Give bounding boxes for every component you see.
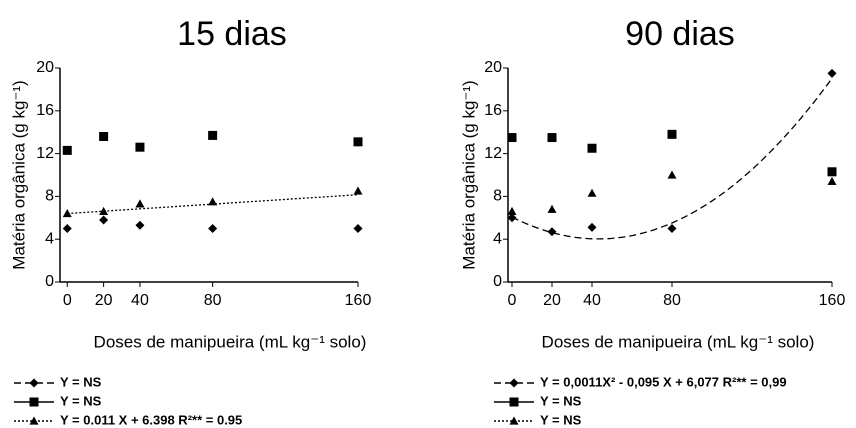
y-tick-label: 12 <box>36 145 54 162</box>
legend-label: Y = NS <box>60 393 102 408</box>
marker-triangle <box>135 199 145 208</box>
marker-square <box>62 145 72 155</box>
marker-square <box>827 167 837 177</box>
marker-triangle <box>827 176 837 186</box>
trend-line <box>511 77 833 240</box>
y-tick-label: 0 <box>45 273 54 290</box>
legend-label: Y = NS <box>60 374 102 389</box>
marker-square <box>208 130 218 140</box>
x-tick-label: 80 <box>204 292 222 309</box>
marker-triangle <box>667 170 677 179</box>
marker-triangle <box>587 188 597 197</box>
marker-diamond <box>509 378 519 388</box>
y-tick-label: 4 <box>493 230 502 247</box>
legend-label: Y = NS <box>540 412 582 427</box>
marker-diamond <box>547 227 557 237</box>
marker-square <box>509 397 519 407</box>
x-tick-label: 160 <box>819 292 846 309</box>
legend-label: Y = NS <box>540 393 582 408</box>
y-tick-label: 20 <box>484 59 502 76</box>
marker-triangle <box>507 206 517 215</box>
y-tick-label: 16 <box>484 102 502 119</box>
x-tick-label: 20 <box>95 292 113 309</box>
y-tick-label: 12 <box>484 145 502 162</box>
legend-label: Y = 0.011 X + 6.398 R²** = 0.95 <box>60 412 242 427</box>
marker-triangle <box>509 416 519 425</box>
marker-triangle <box>353 186 363 195</box>
x-tick-label: 20 <box>543 292 561 309</box>
x-tick-label: 40 <box>131 292 149 309</box>
y-tick-label: 4 <box>45 230 54 247</box>
x-axis-title: Doses de manipueira (mL kg⁻¹ solo) <box>94 332 367 351</box>
marker-square <box>135 142 145 152</box>
marker-triangle <box>62 209 72 218</box>
chart-title: 90 dias <box>625 15 735 53</box>
chart-title: 15 dias <box>177 15 287 53</box>
marker-diamond <box>135 220 145 230</box>
marker-triangle <box>29 416 39 425</box>
legend-label: Y = 0,0011X² - 0,095 X + 6,077 R²** = 0,… <box>540 374 787 389</box>
marker-diamond <box>62 224 72 233</box>
y-axis-title: Matéria orgânica (g kg⁻¹) <box>459 80 478 269</box>
marker-square <box>353 137 363 147</box>
marker-square <box>29 397 39 407</box>
x-tick-label: 0 <box>508 292 517 309</box>
y-tick-label: 16 <box>36 102 54 119</box>
marker-triangle <box>208 197 218 206</box>
y-tick-label: 0 <box>493 273 502 290</box>
marker-square <box>547 133 557 143</box>
marker-square <box>667 129 677 139</box>
x-tick-label: 40 <box>583 292 601 309</box>
marker-triangle <box>547 204 557 213</box>
marker-diamond <box>29 378 39 388</box>
x-tick-label: 0 <box>63 292 72 309</box>
y-tick-label: 8 <box>45 188 54 205</box>
marker-diamond <box>587 222 597 232</box>
marker-square <box>99 131 109 141</box>
marker-diamond <box>827 68 837 78</box>
x-tick-label: 160 <box>345 292 372 309</box>
marker-triangle <box>99 206 109 215</box>
marker-square <box>507 133 517 143</box>
marker-diamond <box>667 224 677 233</box>
marker-diamond <box>99 215 109 225</box>
y-tick-label: 8 <box>493 188 502 205</box>
y-tick-label: 20 <box>36 59 54 76</box>
marker-diamond <box>353 224 363 233</box>
marker-diamond <box>507 213 517 223</box>
y-axis-title: Matéria orgânica (g kg⁻¹) <box>9 80 28 269</box>
marker-diamond <box>208 224 218 233</box>
x-tick-label: 80 <box>663 292 681 309</box>
x-axis-title: Doses de manipueira (mL kg⁻¹ solo) <box>542 332 815 351</box>
marker-square <box>587 143 597 153</box>
